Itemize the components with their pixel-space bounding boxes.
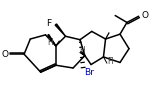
- Polygon shape: [55, 24, 66, 36]
- Text: H: H: [47, 38, 53, 47]
- Text: H̅: H̅: [107, 57, 112, 66]
- Polygon shape: [48, 35, 56, 46]
- Text: O: O: [141, 11, 148, 20]
- Text: O: O: [1, 50, 8, 59]
- Polygon shape: [80, 52, 85, 56]
- Text: F: F: [47, 19, 52, 28]
- Text: H: H: [79, 46, 85, 55]
- Text: Br: Br: [84, 68, 94, 77]
